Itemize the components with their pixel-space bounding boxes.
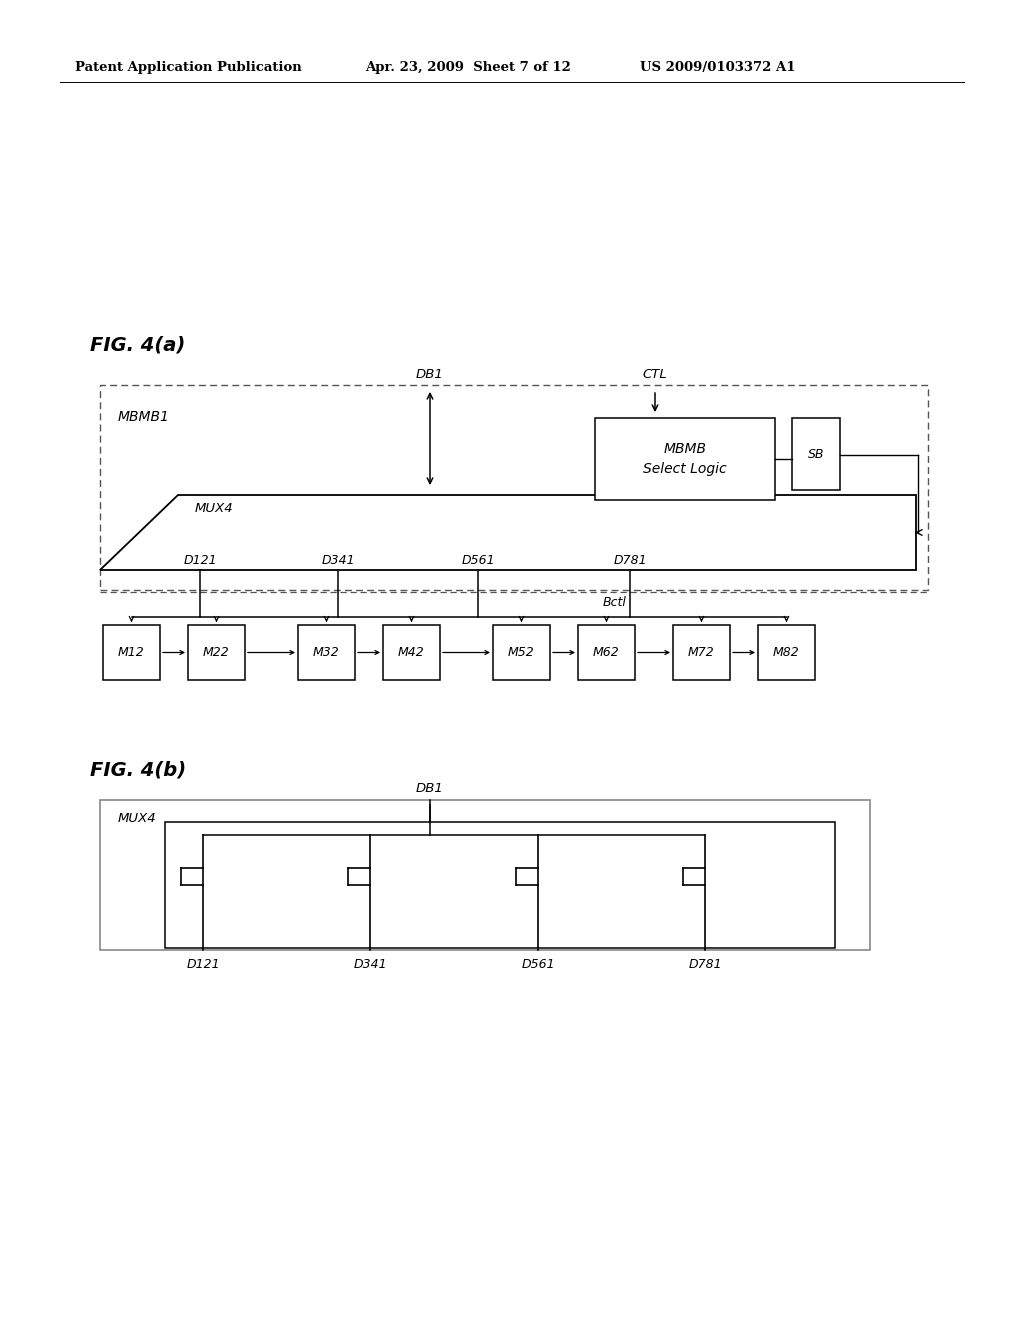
Text: CTL: CTL (643, 368, 668, 381)
Text: D121: D121 (186, 958, 220, 972)
Bar (673, 624, 730, 680)
Text: D561: D561 (521, 958, 555, 972)
Text: MBMB1: MBMB1 (118, 411, 170, 424)
Text: Patent Application Publication: Patent Application Publication (75, 62, 302, 74)
Text: MBMB
Select Logic: MBMB Select Logic (643, 442, 727, 477)
Text: M72: M72 (688, 645, 715, 659)
Bar (383, 624, 440, 680)
Text: D121: D121 (183, 553, 217, 566)
Text: MUX4: MUX4 (195, 502, 233, 515)
Text: D781: D781 (613, 553, 647, 566)
Bar (100, 385, 928, 590)
Text: D341: D341 (353, 958, 387, 972)
Text: D341: D341 (322, 553, 354, 566)
Text: M52: M52 (508, 645, 535, 659)
Text: DB1: DB1 (416, 368, 443, 381)
Text: FIG. 4(a): FIG. 4(a) (90, 335, 185, 355)
Text: M32: M32 (313, 645, 340, 659)
Text: M22: M22 (203, 645, 229, 659)
Bar (103, 624, 160, 680)
Bar (578, 624, 635, 680)
Text: D561: D561 (461, 553, 495, 566)
Text: M12: M12 (118, 645, 144, 659)
Bar (188, 624, 245, 680)
Bar (792, 418, 840, 490)
Text: D781: D781 (688, 958, 722, 972)
Bar (758, 624, 815, 680)
Bar (298, 624, 355, 680)
Bar (165, 822, 835, 948)
Text: SB: SB (808, 447, 824, 461)
Text: M62: M62 (593, 645, 620, 659)
Text: Bctl: Bctl (603, 597, 627, 610)
Text: M82: M82 (773, 645, 800, 659)
Bar (493, 624, 550, 680)
Text: US 2009/0103372 A1: US 2009/0103372 A1 (640, 62, 796, 74)
Text: FIG. 4(b): FIG. 4(b) (90, 760, 186, 780)
Text: Apr. 23, 2009  Sheet 7 of 12: Apr. 23, 2009 Sheet 7 of 12 (365, 62, 570, 74)
Bar (100, 800, 870, 950)
Text: DB1: DB1 (416, 781, 443, 795)
Text: MUX4: MUX4 (118, 812, 157, 825)
Polygon shape (100, 495, 916, 570)
Text: M42: M42 (398, 645, 425, 659)
Bar (595, 418, 775, 500)
